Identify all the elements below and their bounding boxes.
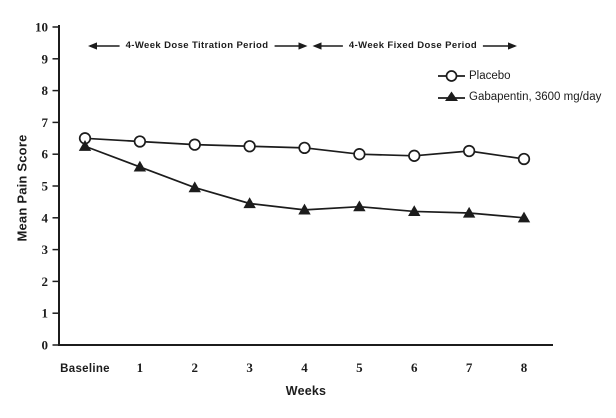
placebo-data-marker: [243, 140, 256, 153]
x-tick-label: 6: [411, 360, 418, 375]
placebo-data-marker: [408, 149, 421, 162]
placebo-data-marker: [133, 135, 147, 148]
y-tick-label: 6: [42, 147, 49, 162]
placebo-data-marker: [517, 152, 531, 166]
annotation-dose-titration-period: 4-Week Dose Titration Period: [119, 40, 275, 51]
placebo-data-marker: [353, 148, 366, 161]
y-tick-label: 4: [42, 210, 49, 225]
y-tick-label: 0: [42, 338, 49, 353]
legend-item-gabapentin: Gabapentin, 3600 mg/day: [438, 90, 601, 104]
legend-item-placebo: Placebo: [438, 69, 601, 83]
y-tick-label: 5: [42, 179, 49, 194]
x-tick-label: Baseline: [60, 363, 110, 375]
y-tick-label: 10: [35, 20, 48, 35]
x-tick-label: 5: [356, 360, 363, 375]
gabapentin-data-marker: [188, 181, 201, 193]
arrow-head-right-icon: [508, 42, 517, 50]
arrow-head-left-icon: [88, 42, 97, 50]
placebo-open-circle-icon: [438, 70, 465, 82]
gabapentin-data-marker: [133, 160, 147, 172]
placebo-data-marker: [188, 138, 201, 151]
x-tick-label: 3: [246, 360, 253, 375]
gabapentin-data-marker: [462, 206, 476, 218]
y-tick-label: 9: [42, 51, 49, 66]
legend: Placebo Gabapentin, 3600 mg/day: [438, 69, 601, 104]
y-tick-label: 3: [42, 242, 49, 257]
placebo-data-marker: [298, 141, 311, 154]
x-tick-label: 2: [192, 360, 199, 375]
y-tick-label: 1: [42, 306, 49, 321]
legend-label-placebo: Placebo: [469, 70, 511, 82]
arrow-head-right-icon: [298, 42, 308, 50]
x-tick-label: 1: [137, 360, 144, 375]
gabapentin-data-marker: [243, 197, 256, 209]
arrow-head-left-icon: [312, 42, 322, 50]
gabapentin-data-marker: [408, 205, 421, 217]
gabapentin-data-marker: [78, 140, 92, 151]
y-tick-label: 2: [42, 274, 49, 289]
y-tick-label: 8: [42, 83, 49, 98]
gabapentin-data-marker: [298, 203, 311, 215]
legend-label-gabapentin: Gabapentin, 3600 mg/day: [469, 91, 602, 103]
y-tick-label: 7: [42, 115, 49, 130]
y-axis-title: Mean Pain Score: [14, 134, 30, 242]
x-tick-label: 4: [301, 360, 308, 375]
x-axis-title: Weeks: [285, 384, 327, 398]
gabapentin-data-marker: [517, 211, 531, 223]
x-tick-label: 8: [521, 360, 528, 375]
gabapentin-filled-triangle-icon: [438, 91, 465, 101]
gabapentin-data-marker: [353, 200, 366, 212]
annotation-fixed-dose-period: 4-Week Fixed Dose Period: [342, 40, 484, 51]
x-tick-label: 7: [466, 360, 473, 375]
placebo-data-marker: [462, 144, 476, 158]
